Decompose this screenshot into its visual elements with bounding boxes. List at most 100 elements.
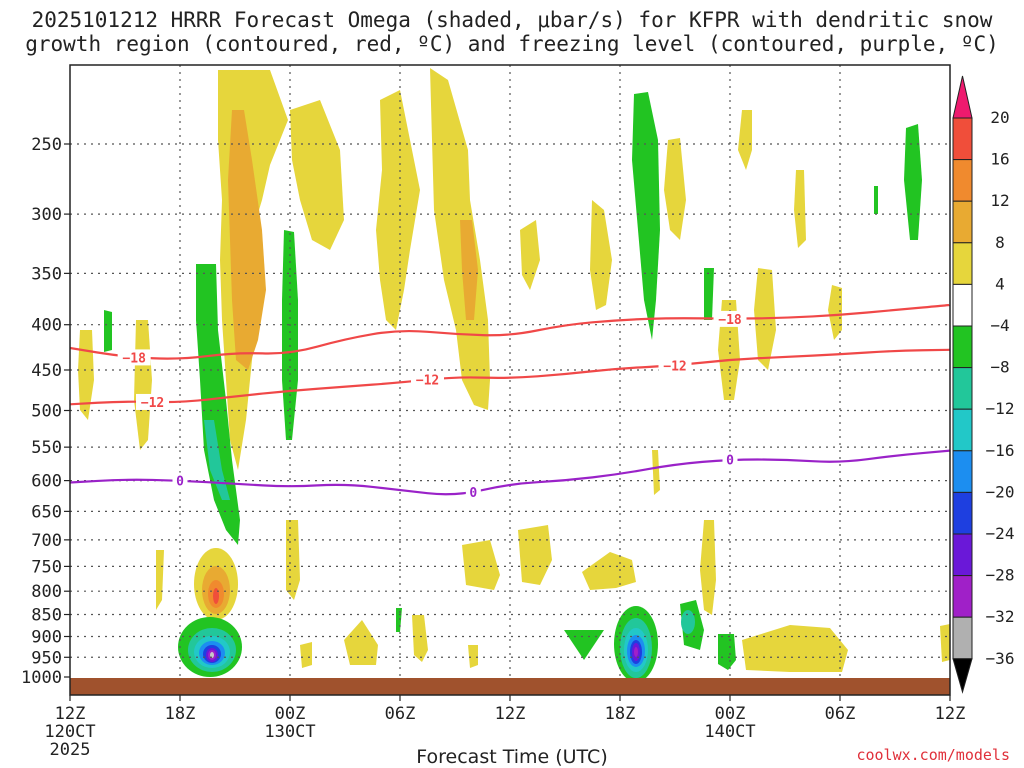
omega-pos8-core-d [460, 220, 478, 320]
colorbar-label-5: −4 [990, 316, 1009, 335]
x-tick-label-1: 18Z [165, 704, 196, 724]
x-tick-label-3: 06Z [385, 704, 416, 724]
y-tick-label-500: 500 [31, 402, 62, 422]
omega-neg-column-18z-8 [204, 420, 230, 500]
x-tick-label-8: 12Z [935, 704, 966, 724]
x-axis-title: Forecast Time (UTC) [416, 746, 608, 768]
x-tick-label-4: 12Z [495, 704, 526, 724]
colorbar-swatch-4 [952, 242, 973, 285]
colorbar: 20 16 12 8 4 −4 −8 −12 −16 −20 −24 −28 −32 −36 [952, 75, 1015, 694]
contour-label-0-0: 0 [176, 475, 184, 490]
omega-pos-low-a [156, 550, 164, 610]
colorbar-top-arrow [952, 75, 973, 119]
omega-pos-low-c [462, 540, 500, 590]
contour-layer: −18 −18 −12 −12 −12 0 0 0 [70, 303, 950, 501]
x-tick-date-0: 120CT [44, 722, 95, 742]
colorbar-swatch-11 [952, 533, 973, 577]
chart-title-line-1: 2025101212 HRRR Forecast Omega (shaded, … [31, 8, 993, 32]
y-tick-label-900: 900 [31, 627, 62, 647]
contour-label-bg--18-1 [713, 310, 747, 327]
colorbar-label-10: −24 [986, 524, 1015, 543]
contour-label-bg-0-0 [172, 472, 188, 489]
omega-neg-low-00z [718, 634, 736, 670]
colorbar-swatch-12 [952, 575, 973, 618]
colorbar-swatch-6 [952, 325, 973, 369]
colorbar-swatch-3 [952, 200, 973, 244]
omega-pos-low-i [412, 615, 428, 662]
omega-pos-core-18z-16 [213, 588, 219, 604]
contour-label--18-1: −18 [718, 313, 742, 328]
colorbar-swatch-1 [952, 117, 973, 161]
contour-label--18-0: −18 [122, 351, 146, 366]
grid-lines [70, 65, 950, 695]
y-tick-label-550: 550 [31, 438, 62, 458]
x-tick-date-2: 130CT [264, 722, 315, 742]
y-tick-label-450: 450 [31, 361, 62, 381]
omega-pos-plume-d [430, 68, 490, 410]
y-tick-label-650: 650 [31, 502, 62, 522]
y-tick-label-700: 700 [31, 531, 62, 551]
x-tick-label-6: 00Z [715, 704, 746, 724]
x-tick-year-0: 2025 [50, 740, 91, 760]
omega-neg-column-18z [196, 264, 240, 545]
x-tick-label-2: 00Z [275, 704, 306, 724]
colorbar-swatch-8 [952, 408, 973, 452]
contour-label-bg-0-2 [722, 451, 738, 468]
colorbar-swatch-5 [952, 283, 973, 327]
omega-neg-upper-18z [632, 92, 660, 340]
colorbar-swatch-2 [952, 159, 973, 202]
colorbar-label-4: 4 [995, 274, 1005, 293]
omega-pos-blob-l [828, 285, 842, 340]
colorbar-label-13: −36 [986, 649, 1015, 668]
colorbar-swatch-10 [952, 491, 973, 535]
contour-label-0-1: 0 [469, 486, 477, 501]
y-tick-label-850: 850 [31, 606, 62, 626]
contour-label--12-0: −12 [141, 396, 164, 411]
omega-neg-column-00z [282, 230, 298, 440]
contour-label-0-2: 0 [726, 454, 734, 469]
contour-label-bg--12-0 [136, 393, 169, 410]
contour-label-bg--12-2 [658, 357, 692, 374]
omega-pos-low-f [700, 520, 716, 615]
colorbar-label-2: 12 [990, 191, 1009, 210]
contour-0 [70, 449, 950, 496]
y-tick-label-750: 750 [31, 557, 62, 577]
contour-label-bg--18-0 [117, 349, 151, 366]
y-tick-label-400: 400 [31, 316, 62, 336]
omega-pos-blob-h [738, 110, 752, 170]
x-tick-label-0: 12Z [55, 704, 86, 724]
omega-neg-upper-12z [904, 124, 922, 240]
omega-shading-layer [78, 68, 950, 682]
colorbar-label-6: −8 [990, 358, 1009, 377]
omega-pos-blob-f [590, 200, 612, 310]
x-tick-label-5: 18Z [605, 704, 636, 724]
omega-pos-plume-b [290, 100, 344, 250]
omega-pos-blob-i [794, 170, 806, 248]
y-tick-label-950: 950 [31, 648, 62, 668]
colorbar-label-9: −20 [986, 482, 1015, 501]
y-tick-label-800: 800 [31, 582, 62, 602]
colorbar-swatch-13 [952, 616, 973, 660]
terrain-bar [70, 678, 950, 695]
omega-pos-low-m [468, 645, 478, 668]
omega-neg-low-triangle [564, 630, 604, 660]
colorbar-label-1: 16 [990, 150, 1009, 169]
omega-pos-blob-m [78, 330, 94, 420]
y-tick-label-1000: 1000 [21, 668, 62, 688]
colorbar-label-7: −12 [986, 399, 1015, 418]
y-tick-label-300: 300 [31, 205, 62, 225]
credit-link[interactable]: coolwx.com/models [856, 746, 1010, 764]
omega-neg-core-19z-28 [634, 647, 638, 657]
colorbar-label-0: 20 [990, 108, 1009, 127]
contour-label--12-2: −12 [663, 360, 686, 375]
contour--18 [70, 303, 950, 360]
omega-neg-sliver [874, 186, 878, 214]
y-axis: 2503003504004505005506006507007508008509… [21, 135, 70, 688]
omega-pos-low-g [742, 625, 848, 672]
omega-pos-low-k [940, 624, 950, 662]
omega-pos-low-h [344, 620, 378, 665]
omega-pos-low-j [300, 642, 312, 668]
x-tick-label-7: 06Z [825, 704, 856, 724]
